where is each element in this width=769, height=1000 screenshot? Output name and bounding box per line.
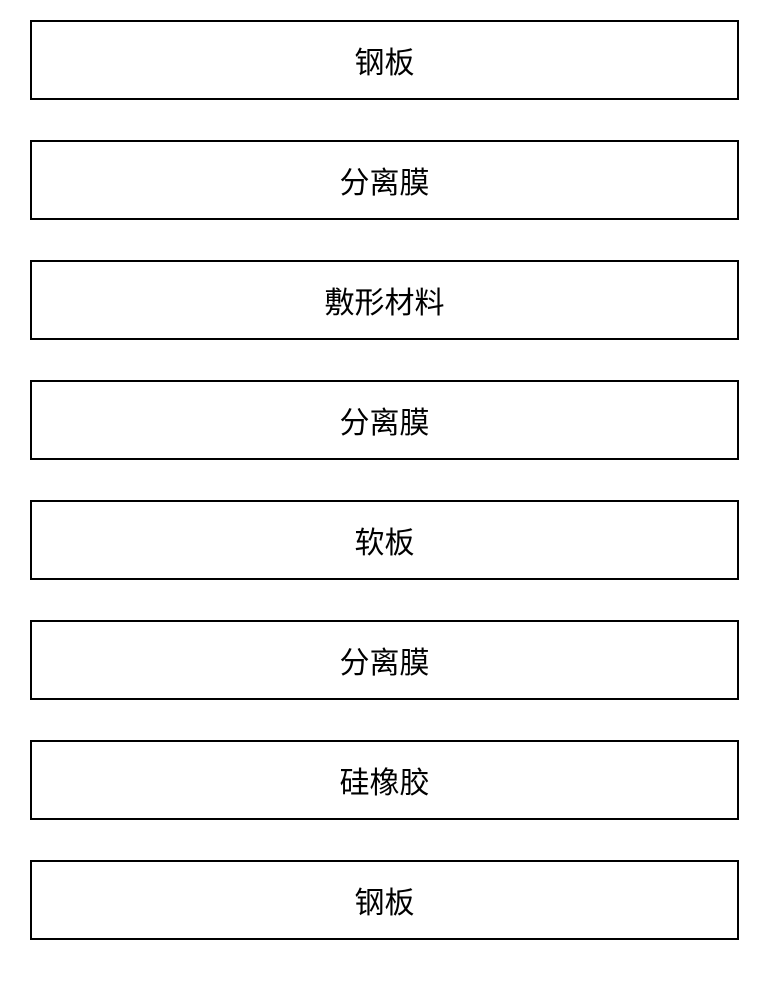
layer-row: 分离膜 <box>30 620 739 700</box>
layer-row: 软板 <box>30 500 739 580</box>
layer-row: 分离膜 <box>30 140 739 220</box>
layer-label: 硅橡胶 <box>340 758 430 802</box>
layer-row: 硅橡胶 <box>30 740 739 820</box>
layer-label: 分离膜 <box>340 398 430 442</box>
layer-label: 钢板 <box>355 38 415 82</box>
layer-label: 钢板 <box>355 878 415 922</box>
layer-row: 钢板 <box>30 860 739 940</box>
layer-row: 钢板 <box>30 20 739 100</box>
layer-label: 敷形材料 <box>325 278 445 322</box>
layer-row: 敷形材料 <box>30 260 739 340</box>
layer-label: 分离膜 <box>340 158 430 202</box>
layer-label: 软板 <box>355 518 415 562</box>
layer-stack: 钢板 分离膜 敷形材料 分离膜 软板 分离膜 硅橡胶 钢板 <box>30 20 739 940</box>
layer-label: 分离膜 <box>340 638 430 682</box>
layer-row: 分离膜 <box>30 380 739 460</box>
